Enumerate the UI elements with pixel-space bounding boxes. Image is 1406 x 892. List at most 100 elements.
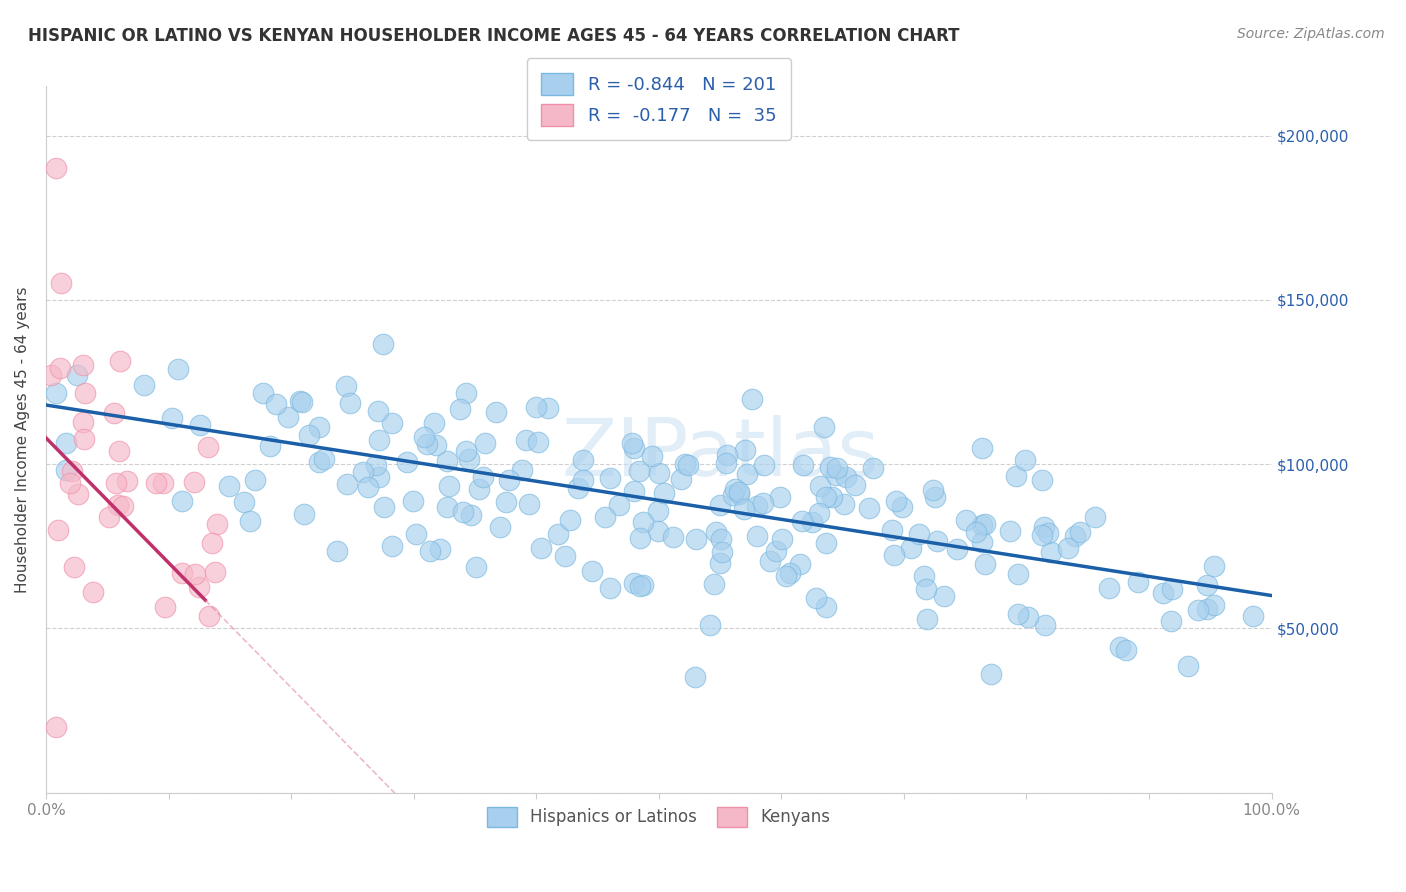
Point (741, 392, 763, 406)
Point (308, 420, 330, 434)
Point (98, 510, 121, 524)
Point (145, 476, 167, 491)
Point (294, 508, 316, 522)
Point (710, 533, 733, 547)
Point (676, 458, 699, 472)
Point (1241, 608, 1264, 623)
Point (721, 488, 744, 502)
Point (107, 498, 129, 512)
Point (188, 418, 211, 433)
Point (373, 500, 395, 515)
Point (973, 517, 995, 532)
Point (891, 500, 914, 514)
Point (1197, 601, 1219, 615)
Point (1152, 586, 1174, 600)
Point (339, 395, 361, 409)
Point (927, 534, 949, 549)
Point (184, 567, 207, 582)
Point (858, 501, 880, 516)
Point (728, 487, 751, 501)
Point (912, 569, 935, 583)
Point (1031, 528, 1053, 542)
Point (291, 395, 314, 409)
Point (472, 470, 495, 484)
Point (1033, 519, 1056, 533)
Point (973, 557, 995, 571)
Point (436, 454, 458, 468)
Point (436, 500, 458, 514)
Point (818, 460, 841, 475)
Point (485, 405, 508, 419)
Point (970, 518, 993, 533)
Point (806, 591, 828, 606)
Point (946, 541, 969, 556)
Point (716, 448, 738, 462)
Point (1064, 529, 1087, 543)
Point (45, 386, 67, 401)
Point (711, 544, 734, 558)
Point (366, 458, 388, 472)
Point (170, 494, 193, 508)
Point (1007, 567, 1029, 582)
Point (474, 436, 496, 450)
Point (662, 529, 685, 543)
Point (1177, 659, 1199, 673)
Point (402, 494, 425, 508)
Point (965, 524, 987, 539)
Point (733, 502, 755, 516)
Point (46, 524, 69, 538)
Point (907, 527, 929, 541)
Text: HISPANIC OR LATINO VS KENYAN HOUSEHOLDER INCOME AGES 45 - 64 YEARS CORRELATION C: HISPANIC OR LATINO VS KENYAN HOUSEHOLDER… (28, 27, 960, 45)
Point (489, 520, 512, 534)
Point (814, 491, 837, 505)
Point (396, 454, 419, 468)
Point (1007, 607, 1029, 621)
Point (915, 612, 938, 626)
Point (183, 475, 205, 490)
Point (465, 560, 488, 574)
Point (357, 480, 380, 494)
Point (972, 441, 994, 455)
Point (72, 358, 94, 372)
Point (704, 524, 727, 539)
Point (1161, 582, 1184, 597)
Point (882, 523, 904, 537)
Point (554, 549, 576, 564)
Point (924, 491, 946, 505)
Point (55, 435, 77, 450)
Point (204, 566, 226, 580)
Point (844, 477, 866, 491)
Point (381, 539, 404, 553)
Point (188, 580, 211, 594)
Point (685, 532, 707, 546)
Point (1005, 469, 1028, 483)
Point (45, 720, 67, 734)
Point (1160, 614, 1182, 628)
Point (524, 401, 547, 415)
Point (218, 479, 240, 493)
Point (515, 433, 537, 447)
Point (368, 469, 391, 483)
Point (259, 439, 281, 453)
Point (699, 618, 721, 632)
Point (134, 378, 156, 392)
Point (59, 475, 82, 490)
Point (648, 466, 671, 480)
Point (422, 416, 444, 430)
Point (55, 463, 77, 477)
Point (413, 430, 436, 444)
Point (623, 484, 645, 499)
Point (621, 435, 644, 450)
Point (770, 532, 793, 546)
Point (647, 524, 669, 538)
Point (510, 463, 533, 477)
Point (419, 544, 441, 558)
Point (1108, 640, 1130, 654)
Point (609, 498, 631, 512)
Point (1040, 545, 1063, 559)
Point (288, 393, 311, 408)
Point (112, 499, 135, 513)
Point (49, 277, 72, 291)
Point (449, 402, 471, 417)
Point (517, 497, 540, 511)
